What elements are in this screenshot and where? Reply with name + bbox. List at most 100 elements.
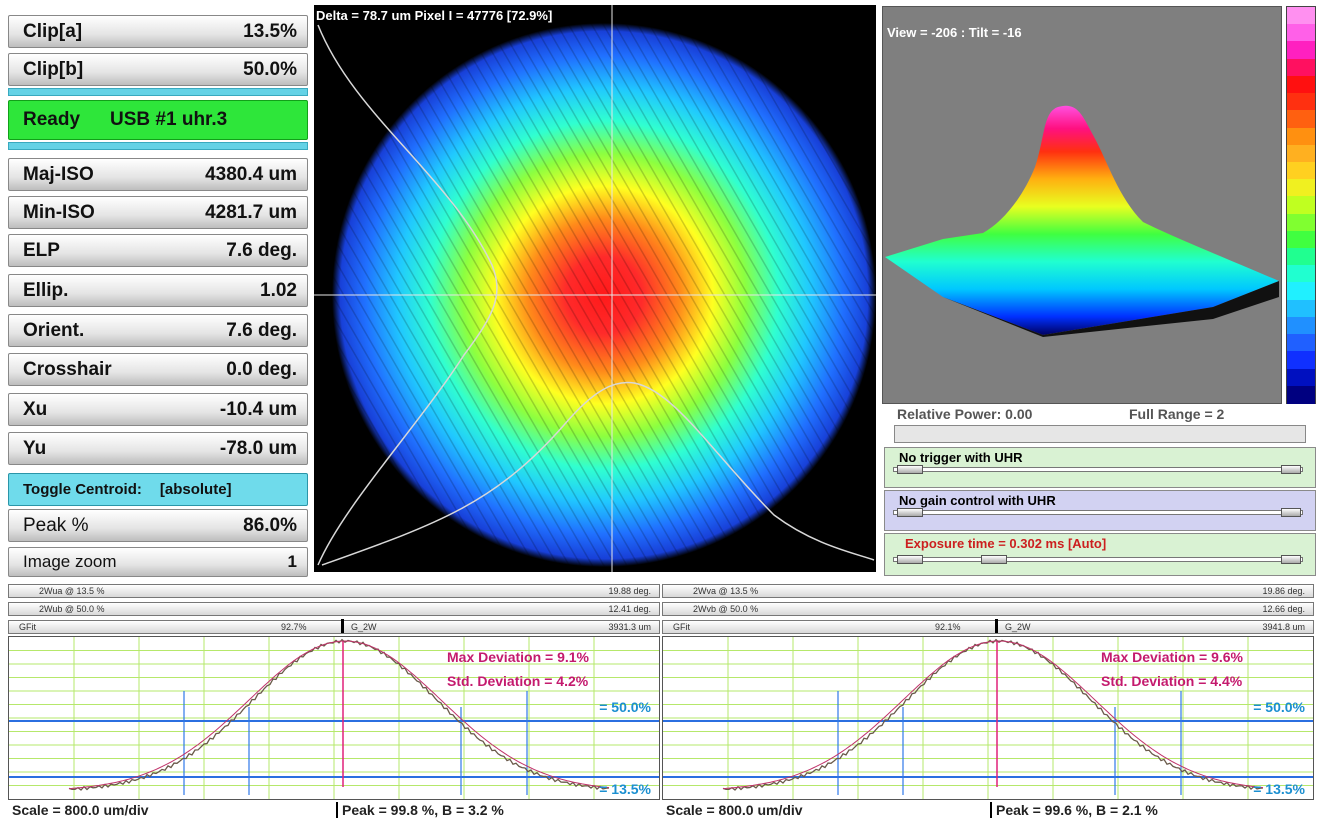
max-deviation-label: Max Deviation = 9.6% — [1101, 649, 1244, 665]
peak-label: Peak = 99.8 %, B = 3.2 % — [336, 802, 504, 818]
trigger-slider-handle[interactable] — [897, 465, 923, 474]
stat-row-orient[interactable]: Orient. 7.6 deg. — [8, 314, 308, 347]
peak-label: Peak = 99.6 %, B = 2.1 % — [990, 802, 1158, 818]
image-zoom-button[interactable]: Image zoom 1 — [8, 547, 308, 577]
width-13-label: 2Wua @ 13.5 % — [39, 586, 105, 596]
width-13-label: 2Wva @ 13.5 % — [693, 586, 759, 596]
measured-profile — [68, 638, 610, 791]
divider-bar — [8, 88, 308, 96]
stat-label: Crosshair — [23, 358, 112, 380]
clip-a-label: Clip[a] — [23, 20, 83, 42]
stat-label: Min-ISO — [23, 201, 95, 223]
stat-label: Maj-ISO — [23, 163, 94, 185]
peak-marker — [995, 619, 998, 633]
profile-chart: Max Deviation = 9.6% Std. Deviation = 4.4… — [662, 636, 1314, 800]
measured-profile — [722, 638, 1264, 791]
3d-beam-surface — [885, 105, 1279, 337]
exposure-slider-end[interactable] — [1281, 555, 1301, 564]
gaussian-fit-curve — [68, 640, 610, 790]
profile-plot-u[interactable]: 2Wua @ 13.5 % 19.88 deg. 2Wub @ 50.0 % 12.4… — [8, 580, 660, 822]
exposure-label: Exposure time = 0.302 ms [Auto] — [905, 536, 1107, 551]
divider-bar — [8, 142, 308, 150]
stat-row-ellip[interactable]: Ellip. 1.02 — [8, 274, 308, 307]
width-50-row: 2Wvb @ 50.0 % 12.66 deg. — [662, 602, 1314, 616]
stat-value: -78.0 um — [219, 437, 297, 459]
exposure-slider-handle[interactable] — [897, 555, 923, 564]
toggle-centroid-label: Toggle Centroid: — [23, 481, 142, 498]
gfit-label: GFit — [673, 622, 690, 632]
fit-mode: G_2W — [351, 622, 377, 632]
toggle-centroid-button[interactable]: Toggle Centroid: [absolute] — [8, 473, 308, 506]
stat-value: 0.0 deg. — [226, 358, 297, 380]
width-13-value: 19.88 deg. — [608, 586, 651, 596]
stat-value: 7.6 deg. — [226, 239, 297, 261]
stat-row-xu[interactable]: Xu -10.4 um — [8, 393, 308, 426]
max-deviation-label: Max Deviation = 9.1% — [447, 649, 590, 665]
gfit-label: GFit — [19, 622, 36, 632]
peak-percent-button[interactable]: Peak % 86.0% — [8, 509, 308, 542]
width-50-value: 12.41 deg. — [608, 604, 651, 614]
stat-value: 7.6 deg. — [226, 319, 297, 341]
gain-slider-track[interactable] — [893, 510, 1303, 515]
clip-b-button[interactable]: Clip[b] 50.0% — [8, 53, 308, 86]
gain-slider-handle[interactable] — [897, 508, 923, 517]
vertical-profile-curve — [317, 24, 498, 566]
stat-row-elp[interactable]: ELP 7.6 deg. — [8, 234, 308, 267]
fit-mode: G_2W — [1005, 622, 1031, 632]
stat-value: 4380.4 um — [205, 163, 297, 185]
width-13-row: 2Wva @ 13.5 % 19.86 deg. — [662, 584, 1314, 598]
image-zoom-value: 1 — [287, 552, 297, 571]
profile-plot-v[interactable]: 2Wva @ 13.5 % 19.86 deg. 2Wvb @ 50.0 % 12.6… — [662, 580, 1314, 822]
beam-profile-image — [314, 5, 876, 572]
scale-label: Scale = 800.0 um/div — [666, 802, 803, 818]
gain-label: No gain control with UHR — [899, 493, 1056, 508]
stat-label: Orient. — [23, 319, 85, 341]
profile-chart-svg — [663, 637, 1313, 799]
stat-label: Xu — [23, 398, 48, 420]
exposure-slider-handle-2[interactable] — [981, 555, 1007, 564]
profile-chart-svg — [9, 637, 659, 799]
status-device: USB #1 uhr.3 — [110, 109, 228, 130]
trigger-slider-track[interactable] — [893, 467, 1303, 472]
stat-label: ELP — [23, 239, 60, 261]
3d-peak — [885, 105, 1279, 335]
width-13-row: 2Wua @ 13.5 % 19.88 deg. — [8, 584, 660, 598]
status-indicator[interactable]: Ready USB #1 uhr.3 — [8, 100, 308, 140]
status-state: Ready — [23, 109, 81, 130]
width-50-row: 2Wub @ 50.0 % 12.41 deg. — [8, 602, 660, 616]
stat-row-min-iso[interactable]: Min-ISO 4281.7 um — [8, 196, 308, 229]
scale-label: Scale = 800.0 um/div — [12, 802, 149, 818]
std-deviation-label: Std. Deviation = 4.2% — [447, 673, 589, 689]
fit-width: 3941.8 um — [1262, 622, 1305, 632]
gfit-row: GFit 92.7% G_2W 3931.3 um — [8, 619, 660, 634]
gain-slider-end[interactable] — [1281, 508, 1301, 517]
std-deviation-label: Std. Deviation = 4.4% — [1101, 673, 1243, 689]
color-scale-bar — [1286, 6, 1316, 404]
beam-image-view[interactable]: Delta = 78.7 um Pixel I = 47776 [72.9%] — [314, 5, 876, 572]
stat-row-crosshair[interactable]: Crosshair 0.0 deg. — [8, 353, 308, 386]
clip-b-value: 50.0% — [243, 58, 297, 80]
clip-a-button[interactable]: Clip[a] 13.5% — [8, 15, 308, 48]
clip-50-label: = 50.0% — [1253, 699, 1305, 715]
width-13-value: 19.86 deg. — [1262, 586, 1305, 596]
gfit-percent: 92.1% — [935, 622, 961, 632]
profile-chart: Max Deviation = 9.1% Std. Deviation = 4.2… — [8, 636, 660, 800]
width-50-value: 12.66 deg. — [1262, 604, 1305, 614]
peak-marker — [341, 619, 344, 633]
stat-value: -10.4 um — [219, 398, 297, 420]
gain-control[interactable]: No gain control with UHR — [884, 490, 1316, 531]
stat-label: Yu — [23, 437, 47, 459]
trigger-slider-end[interactable] — [1281, 465, 1301, 474]
stat-row-maj-iso[interactable]: Maj-ISO 4380.4 um — [8, 158, 308, 191]
width-50-label: 2Wvb @ 50.0 % — [693, 604, 759, 614]
exposure-control[interactable]: Exposure time = 0.302 ms [Auto] — [884, 533, 1316, 576]
exposure-slider-track[interactable] — [893, 557, 1303, 562]
3d-view[interactable]: View = -206 : Tilt = -16 — [882, 6, 1282, 404]
clip-b-label: Clip[b] — [23, 58, 84, 80]
horizontal-profile-curve — [321, 381, 875, 566]
stat-row-yu[interactable]: Yu -78.0 um — [8, 432, 308, 465]
profile-footer: Scale = 800.0 um/div Peak = 99.8 %, B = 3… — [8, 801, 660, 821]
profile-footer: Scale = 800.0 um/div Peak = 99.6 %, B = 2… — [662, 801, 1314, 821]
width-50-label: 2Wub @ 50.0 % — [39, 604, 105, 614]
trigger-control[interactable]: No trigger with UHR — [884, 447, 1316, 488]
